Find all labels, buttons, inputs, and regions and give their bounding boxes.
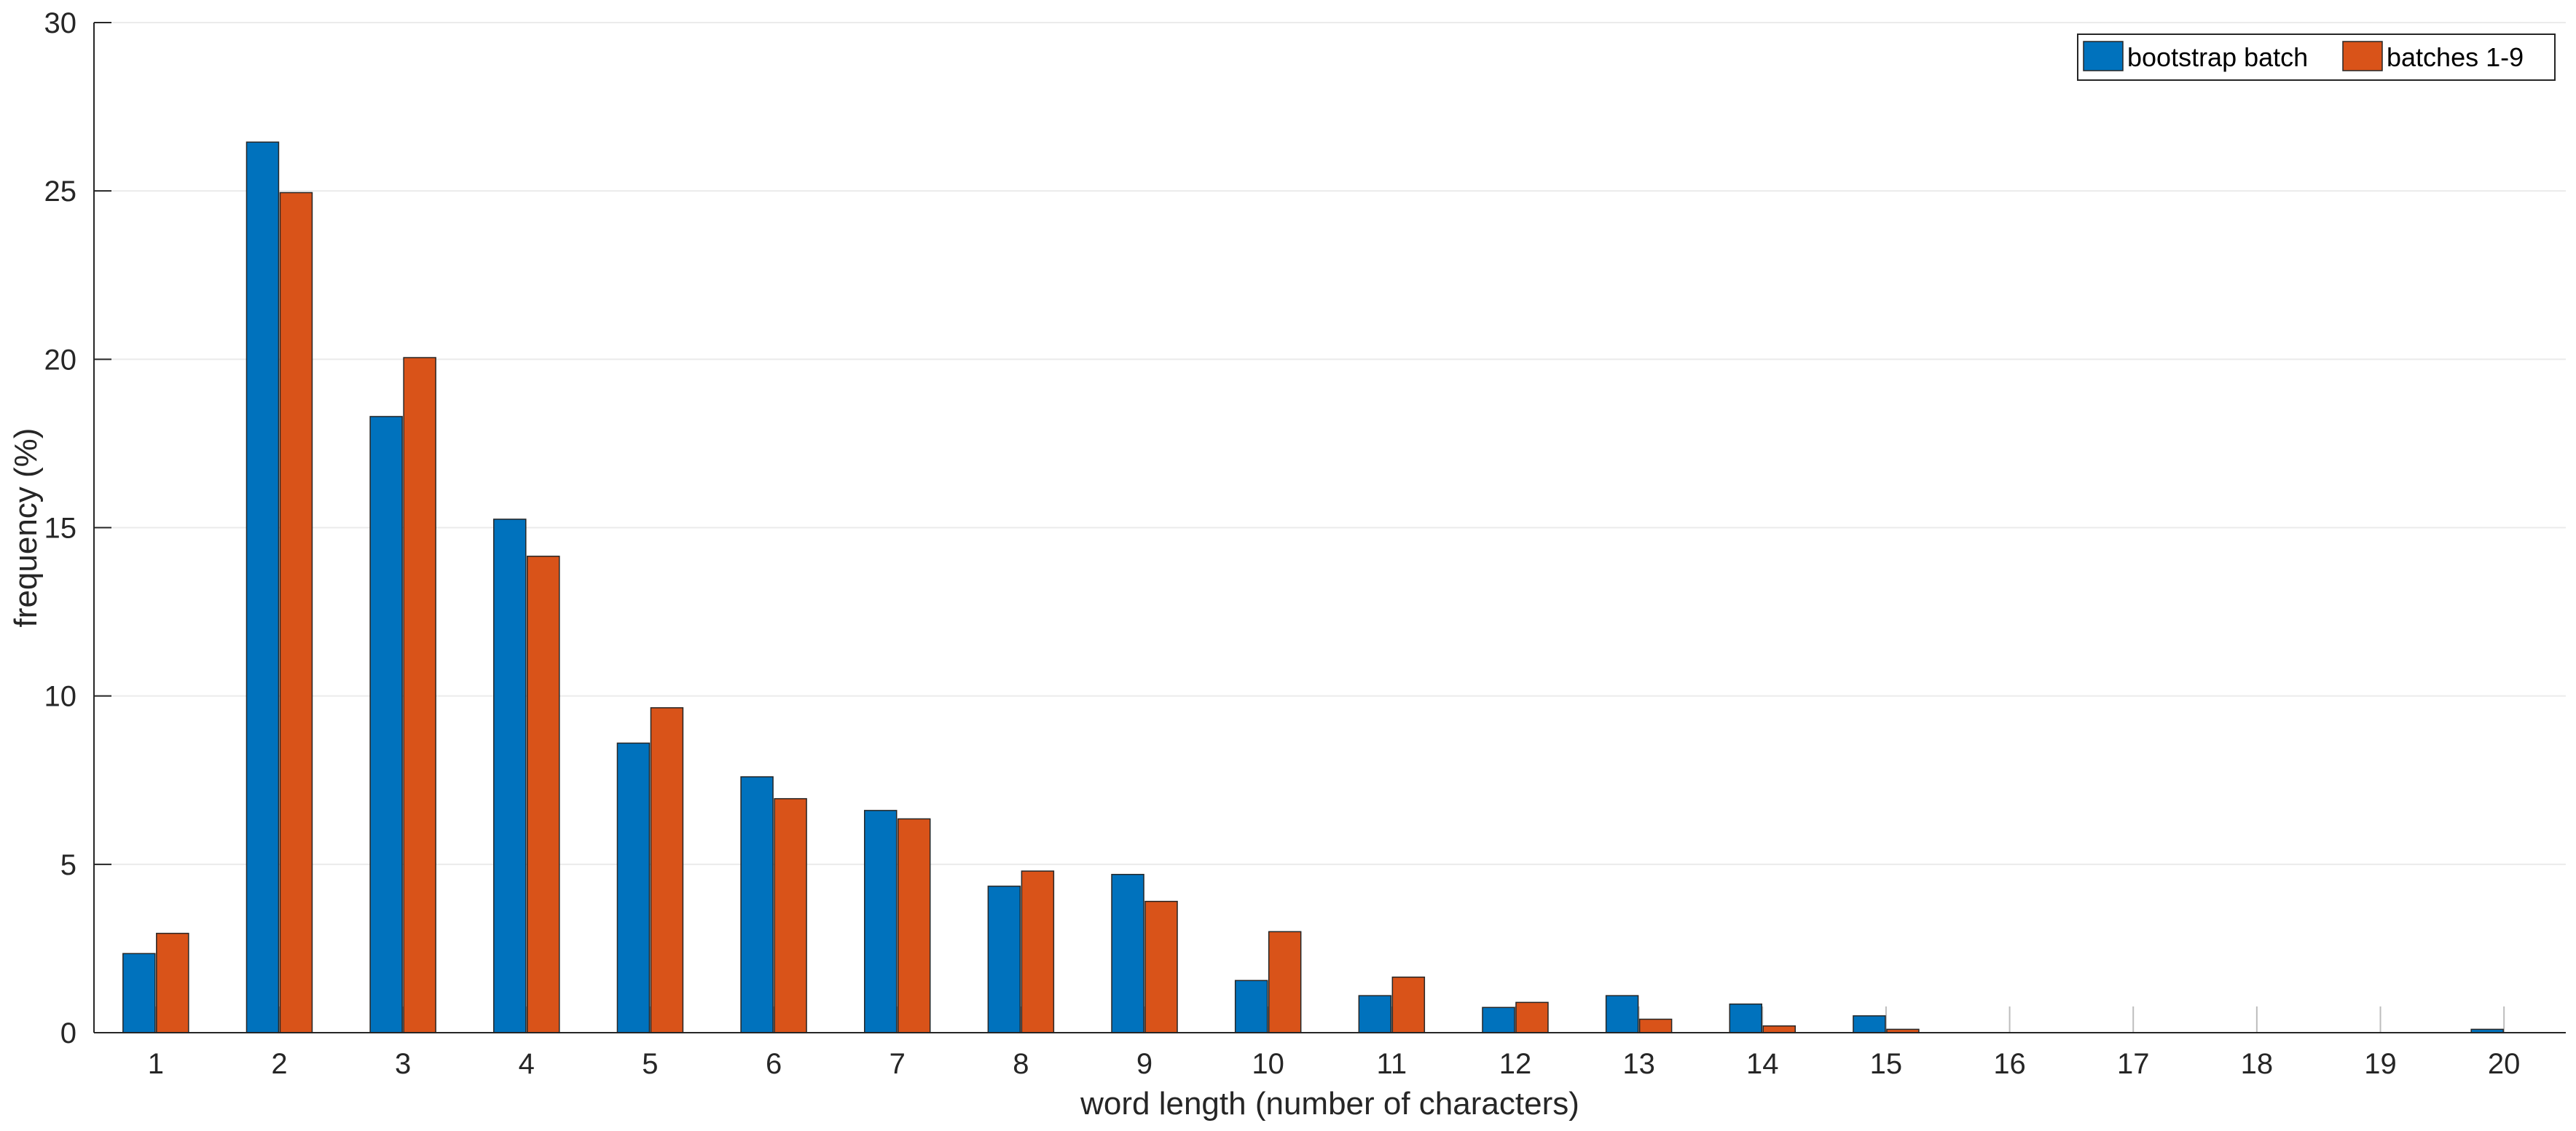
x-tick-label: 6: [766, 1048, 782, 1080]
y-tick-label: 25: [44, 176, 77, 208]
bar-series-0-5: [616, 742, 651, 1033]
x-axis-title: word length (number of characters): [1080, 1086, 1579, 1122]
bar-series-0-8: [987, 886, 1021, 1033]
bar-series-0-15: [1853, 1015, 1886, 1033]
y-axis-title: frequency (%): [8, 428, 44, 628]
legend-box: [2077, 34, 2556, 81]
bar-series-0-3: [369, 416, 403, 1033]
legend-label-batches-1-9: batches 1-9: [2387, 42, 2524, 72]
bar-series-0-10: [1234, 980, 1268, 1033]
bar-series-1-13: [1638, 1018, 1673, 1033]
bar-series-1-9: [1144, 900, 1178, 1033]
x-tick-label: 2: [271, 1048, 287, 1080]
bar-series-0-9: [1111, 873, 1144, 1033]
x-tick-label: 14: [1746, 1048, 1779, 1080]
bar-series-1-1: [156, 932, 189, 1033]
bar-series-1-5: [650, 707, 684, 1033]
x-tick-label: 13: [1622, 1048, 1655, 1080]
bar-series-0-7: [863, 810, 898, 1033]
x-tick-label: 17: [2117, 1048, 2150, 1080]
y-tick-label: 10: [44, 681, 77, 713]
x-tick-label: 12: [1499, 1048, 1532, 1080]
legend-label-bootstrap-batch: bootstrap batch: [2127, 42, 2308, 72]
bar-series-1-8: [1021, 870, 1055, 1033]
bar-series-1-10: [1268, 931, 1302, 1033]
y-axis-ticks: 0 5 10 15 20 25 30: [44, 7, 111, 1049]
x-tick-label: 5: [642, 1048, 658, 1080]
bar-series-1-11: [1391, 976, 1426, 1033]
bar-series-0-13: [1605, 995, 1639, 1033]
bar-series-0-4: [493, 519, 527, 1033]
y-tick-label: 15: [44, 513, 77, 545]
x-tick-label: 11: [1377, 1048, 1407, 1080]
bar-series-1-4: [527, 556, 560, 1033]
legend-swatch-batches-1-9: [2342, 41, 2383, 71]
bar-series-1-6: [774, 797, 807, 1033]
bar-series: [122, 141, 2504, 1033]
x-tick-label: 8: [1013, 1048, 1029, 1080]
x-tick-label: 3: [395, 1048, 411, 1080]
bar-series-0-14: [1729, 1003, 1763, 1033]
legend-swatch-bootstrap-batch: [2083, 41, 2124, 71]
x-tick-label: 16: [1993, 1048, 2026, 1080]
x-tick-label: 1: [148, 1048, 164, 1080]
x-tick-label: 7: [890, 1048, 906, 1080]
bar-series-0-2: [246, 141, 280, 1033]
bar-series-1-2: [279, 192, 313, 1033]
y-tick-label: 30: [44, 7, 77, 39]
x-tick-label: 4: [519, 1048, 535, 1080]
x-tick-label: 18: [2241, 1048, 2274, 1080]
category-tick-marks: [154, 1006, 2505, 1033]
bar-series-1-3: [403, 357, 436, 1033]
bar-series-1-12: [1515, 1001, 1549, 1033]
y-tick-label: 0: [60, 1017, 76, 1049]
x-tick-label: 9: [1136, 1048, 1152, 1080]
x-tick-label: 20: [2488, 1048, 2521, 1080]
grid-lines: [94, 22, 2566, 865]
x-tick-label: 15: [1870, 1048, 1903, 1080]
x-tick-label: 10: [1252, 1048, 1284, 1080]
bar-series-1-14: [1762, 1025, 1796, 1033]
bar-series-0-12: [1482, 1006, 1515, 1033]
bar-series-0-1: [122, 953, 156, 1033]
y-tick-label: 5: [60, 849, 76, 881]
legend: bootstrap batch batches 1-9: [2077, 34, 2556, 81]
bar-series-0-11: [1358, 995, 1392, 1033]
x-tick-label: 19: [2364, 1048, 2397, 1080]
bar-series-1-7: [897, 818, 931, 1033]
y-tick-label: 20: [44, 344, 77, 376]
bar-series-0-6: [740, 776, 774, 1033]
x-axis-ticks: 1 2 3 4 5 6 7 8 9 10 11 12 13 14 15 16 17 18 19 20: [148, 1048, 2521, 1080]
